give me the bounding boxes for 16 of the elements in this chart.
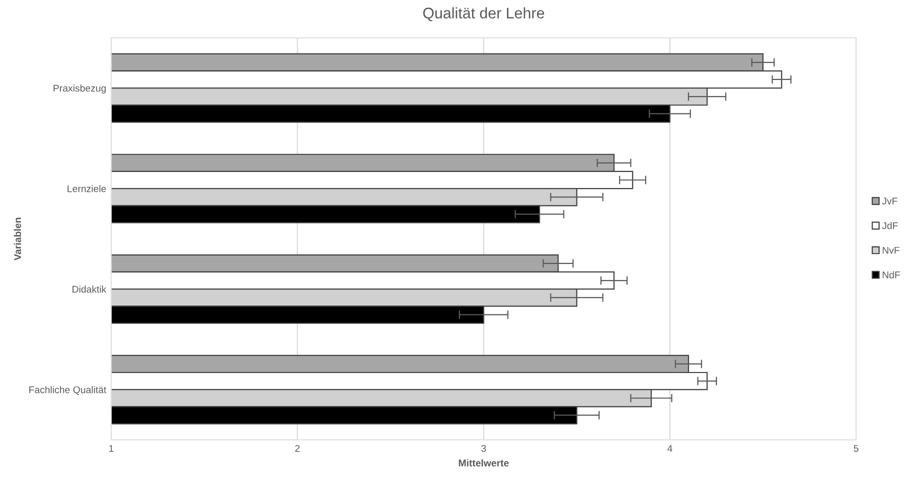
y-axis-title: Variablen <box>14 218 22 260</box>
chart-title: Qualität der Lehre <box>423 7 544 22</box>
legend-label: NvF <box>882 246 900 254</box>
legend-label: JvF <box>882 198 898 204</box>
x-tick-label: 4 <box>667 445 672 452</box>
x-tick-label: 1 <box>109 445 114 452</box>
y-tick-label: Lernziele <box>68 185 106 192</box>
legend-label: NdF <box>882 271 900 278</box>
y-tick-label: Praxisbezug <box>54 84 106 94</box>
legend-label: JdF <box>882 222 898 230</box>
y-tick-label: Fachliche Qualität <box>29 386 106 395</box>
x-tick-label: 3 <box>481 444 486 452</box>
y-tick-label: Didaktik <box>72 286 106 293</box>
x-axis-title: Mittelwerte <box>458 459 509 466</box>
x-tick-label: 5 <box>854 445 858 452</box>
x-tick-label: 2 <box>295 444 300 452</box>
